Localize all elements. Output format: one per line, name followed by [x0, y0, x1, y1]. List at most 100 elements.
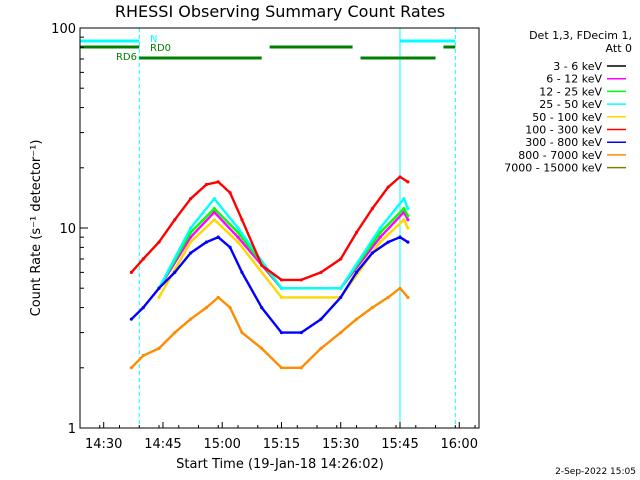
data-point [189, 197, 193, 201]
data-point [129, 366, 133, 370]
data-point [204, 305, 209, 310]
series-line-7 [130, 287, 409, 369]
data-point [240, 270, 244, 274]
data-point [406, 226, 410, 230]
data-point [370, 251, 374, 255]
y-tick-label: 100 [51, 22, 76, 37]
legend-label: 25 - 50 keV [539, 98, 602, 111]
y-tick-label: 1 [68, 422, 76, 437]
flag-rd0: RD0 [80, 43, 456, 54]
legend-entry: 100 - 300 keV [525, 124, 626, 137]
flag-rd6: RD6 [116, 52, 436, 63]
x-tick-label: 15:15 [263, 437, 300, 452]
legend-entry: 300 - 800 keV [525, 136, 626, 149]
data-point [354, 317, 359, 321]
data-point [236, 240, 240, 244]
data-point [236, 235, 240, 239]
data-point [216, 295, 220, 299]
data-point [212, 210, 216, 214]
data-point [299, 330, 303, 335]
legend-entry: 3 - 6 keV [553, 60, 626, 73]
data-point [129, 317, 133, 321]
data-point [299, 366, 303, 370]
legend-label: 100 - 300 keV [525, 124, 602, 137]
flag-label: RD0 [150, 43, 171, 54]
data-point [339, 295, 343, 299]
data-point [260, 346, 264, 351]
data-point [406, 214, 410, 218]
legend-entry: 7000 - 15000 keV [504, 162, 626, 175]
data-point [236, 226, 240, 230]
data-point [157, 286, 161, 290]
data-point [189, 240, 193, 244]
data-point [279, 286, 284, 290]
footer-date: 2-Sep-2022 15:05 [555, 467, 636, 477]
data-point [339, 257, 343, 261]
x-tick-label: 14:30 [85, 437, 122, 452]
data-point [216, 235, 220, 239]
data-point [204, 182, 209, 187]
data-point [204, 240, 209, 244]
data-point [240, 218, 244, 222]
series-layer [129, 175, 410, 370]
data-point [212, 207, 216, 211]
data-point [216, 180, 220, 184]
data-point [279, 278, 284, 282]
data-point [236, 230, 240, 235]
x-tick-label: 15:45 [381, 437, 418, 452]
data-point [319, 346, 323, 351]
flag-n: N [80, 34, 456, 45]
data-point [378, 226, 382, 230]
flag-label: N [150, 34, 157, 45]
legend-label: 6 - 12 keV [546, 73, 602, 86]
data-point [378, 235, 382, 239]
legend-title: Det 1,3, FDecim 1, [529, 29, 632, 42]
x-tick-label: 15:00 [203, 437, 240, 452]
x-tick-label: 14:45 [144, 437, 181, 452]
y-axis-label: Count Rate (s⁻¹ detector⁻¹) [29, 140, 44, 317]
legend-entry: 50 - 100 keV [532, 111, 626, 124]
data-point [173, 270, 177, 274]
data-point [279, 295, 284, 299]
data-point [173, 218, 177, 222]
legend-label: 7000 - 15000 keV [504, 162, 602, 175]
data-point [228, 305, 232, 310]
data-point [402, 207, 406, 211]
data-point [189, 251, 193, 255]
x-tick-label: 16:00 [441, 437, 478, 452]
data-point [354, 230, 359, 235]
data-point [173, 330, 177, 335]
data-point [240, 330, 244, 335]
flag-label: RD6 [116, 52, 137, 63]
data-point [157, 295, 161, 299]
data-point [398, 286, 402, 290]
data-point [398, 175, 402, 179]
vertical-markers [79, 28, 456, 428]
data-point [228, 191, 232, 195]
data-point [402, 197, 406, 201]
data-point [406, 218, 410, 222]
legend-label: 3 - 6 keV [553, 60, 602, 73]
data-point [260, 305, 264, 310]
data-point [157, 346, 161, 351]
legend-entry: 800 - 7000 keV [518, 149, 626, 162]
legend-entry: 25 - 50 keV [539, 98, 626, 111]
data-point [406, 207, 410, 211]
data-point [129, 270, 133, 274]
data-point [378, 240, 382, 244]
legend-label: 50 - 100 keV [532, 111, 602, 124]
data-point [299, 278, 303, 282]
x-axis: 14:30 14:45 15:00 15:15 15:30 15:45 16:00 [79, 422, 478, 452]
x-tick-label: 15:30 [322, 437, 359, 452]
data-point [354, 270, 359, 274]
data-point [378, 230, 382, 235]
data-point [370, 207, 374, 211]
data-point [339, 286, 343, 290]
data-point [260, 263, 264, 268]
data-point [339, 330, 343, 335]
data-point [406, 295, 410, 299]
data-point [189, 235, 193, 239]
data-point [157, 240, 161, 244]
